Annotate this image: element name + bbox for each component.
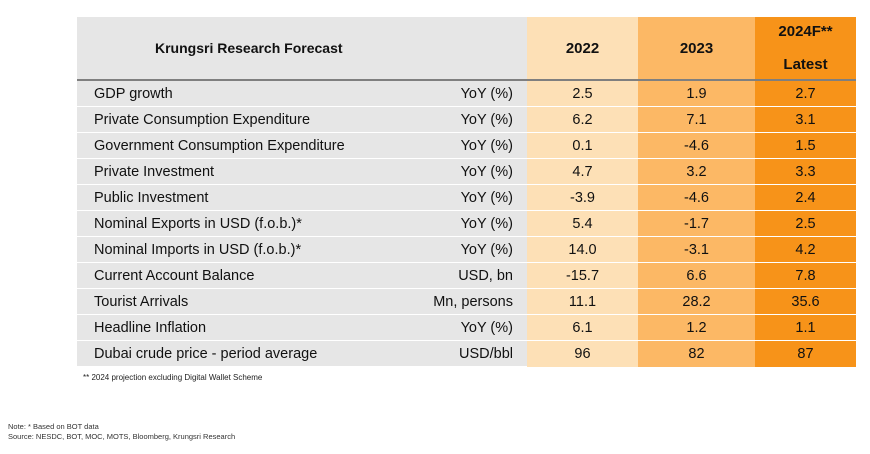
value-2022: -15.7: [527, 262, 638, 289]
row-label: Headline Inflation: [77, 314, 407, 341]
value-2024: 35.6: [755, 288, 856, 315]
forecast-table: Krungsri Research Forecast 2022 2023 202…: [77, 17, 856, 367]
value-2024: 4.2: [755, 236, 856, 263]
year-header-2023: 2023: [638, 17, 755, 81]
table-row: Government Consumption Expenditure YoY (%…: [77, 132, 856, 159]
row-label: Nominal Imports in USD (f.o.b.)*: [77, 236, 407, 263]
value-2022: 5.4: [527, 210, 638, 237]
value-2022: 0.1: [527, 132, 638, 159]
value-2024: 2.5: [755, 210, 856, 237]
table-row: Public Investment YoY (%) -3.9 -4.6 2.4: [77, 184, 856, 211]
value-2023: 7.1: [638, 106, 755, 133]
value-2023: -3.1: [638, 236, 755, 263]
row-unit: YoY (%): [407, 158, 527, 185]
row-unit: YoY (%): [407, 106, 527, 133]
row-unit: YoY (%): [407, 132, 527, 159]
notes-block: Note: * Based on BOT data Source: NESDC,…: [8, 422, 235, 442]
row-unit: YoY (%): [407, 314, 527, 341]
value-2022: 11.1: [527, 288, 638, 315]
row-unit: Mn, persons: [407, 288, 527, 315]
latest-label: Latest: [783, 56, 828, 73]
table-row: Tourist Arrivals Mn, persons 11.1 28.2 35.6: [77, 288, 856, 315]
value-2023: -4.6: [638, 184, 755, 211]
row-label: Private Consumption Expenditure: [77, 106, 407, 133]
value-2023: 82: [638, 340, 755, 367]
value-2023: -4.6: [638, 132, 755, 159]
value-2024: 7.8: [755, 262, 856, 289]
value-2023: 6.6: [638, 262, 755, 289]
value-2024: 2.7: [755, 80, 856, 107]
row-label: Government Consumption Expenditure: [77, 132, 407, 159]
table-row: Headline Inflation YoY (%) 6.1 1.2 1.1: [77, 314, 856, 341]
row-label: Private Investment: [77, 158, 407, 185]
table-row: Nominal Exports in USD (f.o.b.)* YoY (%) 5…: [77, 210, 856, 237]
row-label: GDP growth: [77, 80, 407, 107]
source-text: Source: NESDC, BOT, MOC, MOTS, Bloomberg…: [8, 432, 236, 441]
table-row: GDP growth YoY (%) 2.5 1.9 2.7: [77, 80, 856, 107]
table-row: Private Investment YoY (%) 4.7 3.2 3.3: [77, 158, 856, 185]
year-header-2022: 2022: [527, 17, 638, 81]
table-header-row: Krungsri Research Forecast 2022 2023 202…: [77, 17, 856, 81]
value-2022: 96: [527, 340, 638, 367]
row-label: Public Investment: [77, 184, 407, 211]
footnote: ** 2024 projection excluding Digital Wal…: [83, 373, 263, 382]
value-2022: 14.0: [527, 236, 638, 263]
year-header-2024-label: 2024F**: [778, 23, 833, 40]
row-unit: YoY (%): [407, 210, 527, 237]
row-unit: YoY (%): [407, 184, 527, 211]
row-label: Current Account Balance: [77, 262, 407, 289]
row-label: Tourist Arrivals: [77, 288, 407, 315]
table-title: Krungsri Research Forecast: [77, 17, 527, 81]
value-2023: 1.2: [638, 314, 755, 341]
value-2022: -3.9: [527, 184, 638, 211]
value-2023: 1.9: [638, 80, 755, 107]
year-header-2024: 2024F** Latest: [755, 17, 856, 81]
row-label: Dubai crude price - period average: [77, 340, 407, 367]
row-unit: USD, bn: [407, 262, 527, 289]
value-2024: 2.4: [755, 184, 856, 211]
value-2022: 2.5: [527, 80, 638, 107]
row-unit: USD/bbl: [407, 340, 527, 367]
value-2022: 4.7: [527, 158, 638, 185]
row-label: Nominal Exports in USD (f.o.b.)*: [77, 210, 407, 237]
value-2024: 1.5: [755, 132, 856, 159]
row-unit: YoY (%): [407, 236, 527, 263]
note-text: Note: * Based on BOT data: [8, 422, 99, 431]
value-2023: -1.7: [638, 210, 755, 237]
row-unit: YoY (%): [407, 80, 527, 107]
value-2022: 6.1: [527, 314, 638, 341]
table-row: Dubai crude price - period average USD/bb…: [77, 340, 856, 367]
table-row: Private Consumption Expenditure YoY (%) 6.…: [77, 106, 856, 133]
value-2024: 1.1: [755, 314, 856, 341]
value-2022: 6.2: [527, 106, 638, 133]
value-2024: 3.3: [755, 158, 856, 185]
table-row: Nominal Imports in USD (f.o.b.)* YoY (%) 1…: [77, 236, 856, 263]
table-row: Current Account Balance USD, bn -15.7 6.6 7.…: [77, 262, 856, 289]
value-2023: 3.2: [638, 158, 755, 185]
value-2024: 3.1: [755, 106, 856, 133]
value-2023: 28.2: [638, 288, 755, 315]
value-2024: 87: [755, 340, 856, 367]
